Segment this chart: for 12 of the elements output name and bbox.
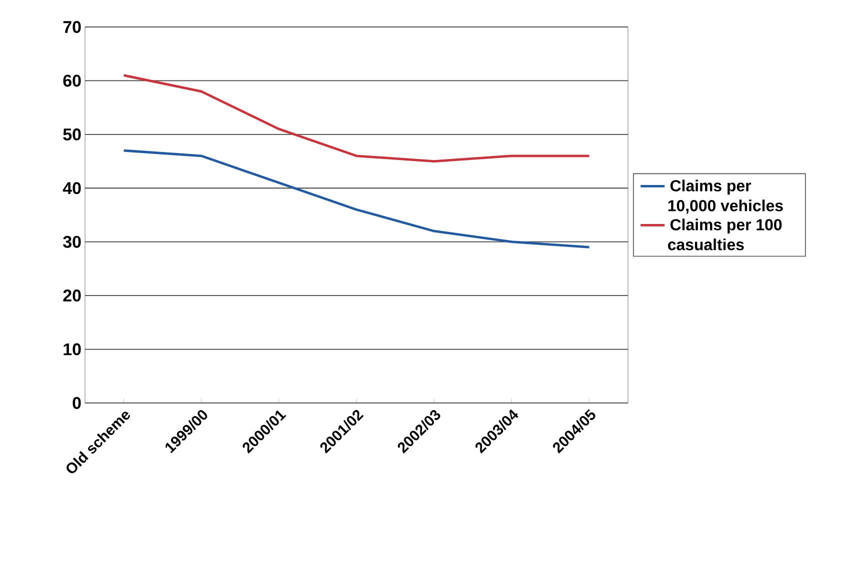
y-tick-label: 40 (62, 182, 81, 194)
y-tick-label: 70 (63, 20, 81, 33)
line-series (122, 149, 590, 248)
legend-label: Claims per 100 casualties (668, 218, 782, 250)
legend-label: Claims per 10,000 vehicles (668, 180, 783, 214)
y-tick-label: 20 (63, 290, 81, 302)
y-tick-label: 50 (63, 128, 81, 140)
y-tick-label: 60 (63, 74, 81, 87)
line-series (122, 74, 590, 162)
y-tick-label: 30 (63, 236, 81, 248)
y-tick-label: 0 (72, 396, 81, 409)
y-tick-label: 10 (64, 343, 81, 356)
